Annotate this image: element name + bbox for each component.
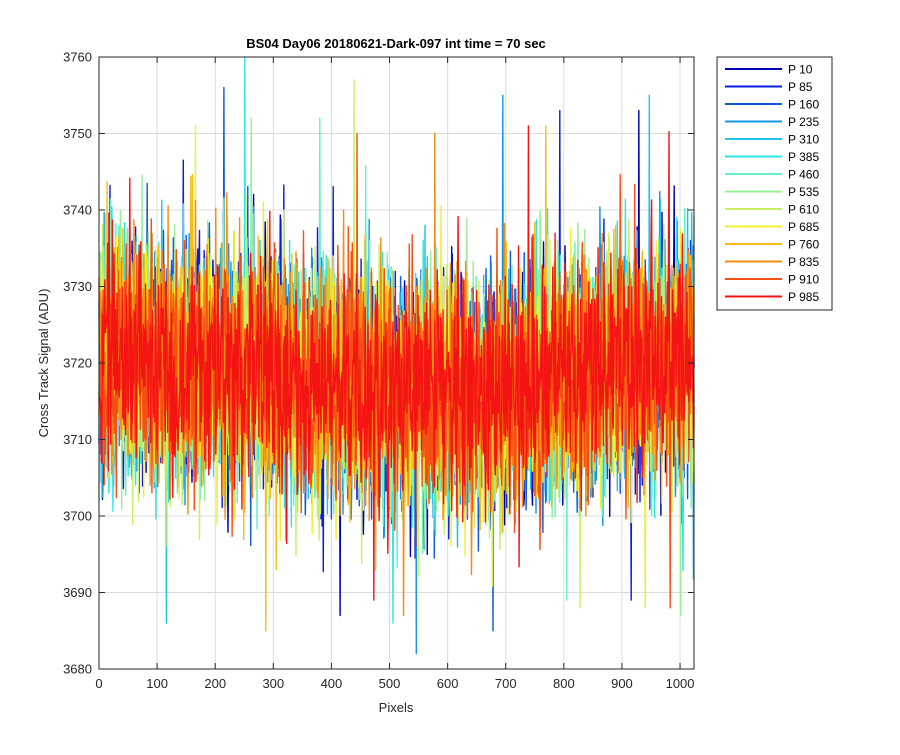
legend-label: P 835 bbox=[788, 255, 819, 269]
x-tick-label: 0 bbox=[95, 676, 102, 691]
y-tick-label: 3690 bbox=[63, 585, 92, 600]
y-tick-label: 3680 bbox=[63, 662, 92, 677]
x-tick-label: 1000 bbox=[666, 676, 695, 691]
y-tick-label: 3710 bbox=[63, 432, 92, 447]
legend-label: P 460 bbox=[788, 168, 819, 182]
x-axis-label: Pixels bbox=[379, 700, 414, 715]
series-line-p-985 bbox=[98, 125, 695, 601]
x-tick-label: 200 bbox=[204, 676, 226, 691]
y-axis-label: Cross Track Signal (ADU) bbox=[36, 289, 51, 438]
x-tick-label: 800 bbox=[553, 676, 575, 691]
y-tick-label: 3750 bbox=[63, 126, 92, 141]
legend-label: P 985 bbox=[788, 290, 819, 304]
legend-label: P 10 bbox=[788, 63, 813, 77]
legend-box bbox=[716, 56, 833, 311]
y-tick-label: 3730 bbox=[63, 279, 92, 294]
legend-label: P 310 bbox=[788, 133, 819, 147]
legend-label: P 910 bbox=[788, 273, 819, 287]
legend-label: P 160 bbox=[788, 98, 819, 112]
ticks bbox=[98, 56, 694, 670]
legend-label: P 235 bbox=[788, 115, 819, 129]
x-tick-label: 600 bbox=[437, 676, 459, 691]
x-tick-label: 500 bbox=[379, 676, 401, 691]
legend-label: P 85 bbox=[788, 80, 813, 94]
y-tick-labels: 3680 3690 3700 3710 3720 3730 3740 3750 3760 bbox=[63, 50, 92, 677]
legend-label: P 610 bbox=[788, 203, 819, 217]
legend-label: P 685 bbox=[788, 220, 819, 234]
x-tick-labels: 0 100 200 300 400 500 600 700 800 900 1000 bbox=[95, 676, 694, 691]
legend-label: P 385 bbox=[788, 150, 819, 164]
series-layer bbox=[98, 56, 695, 655]
x-tick-label: 400 bbox=[321, 676, 343, 691]
y-tick-label: 3700 bbox=[63, 509, 92, 524]
chart-title: BS04 Day06 20180621-Dark-097 int time = … bbox=[246, 36, 546, 51]
y-tick-label: 3740 bbox=[63, 203, 92, 218]
y-tick-label: 3720 bbox=[63, 356, 92, 371]
y-tick-label: 3760 bbox=[63, 50, 92, 65]
x-tick-label: 100 bbox=[146, 676, 168, 691]
x-tick-label: 300 bbox=[262, 676, 284, 691]
legend: P 10 P 85 P 160 P 235 P 310 P 385 P 460 P 535 P … bbox=[716, 56, 833, 311]
legend-label: P 535 bbox=[788, 185, 819, 199]
x-tick-label: 700 bbox=[495, 676, 517, 691]
legend-label: P 760 bbox=[788, 238, 819, 252]
legend-entries: P 10 P 85 P 160 P 235 P 310 P 385 P 460 P 535 P … bbox=[725, 63, 819, 304]
x-tick-label: 900 bbox=[611, 676, 633, 691]
